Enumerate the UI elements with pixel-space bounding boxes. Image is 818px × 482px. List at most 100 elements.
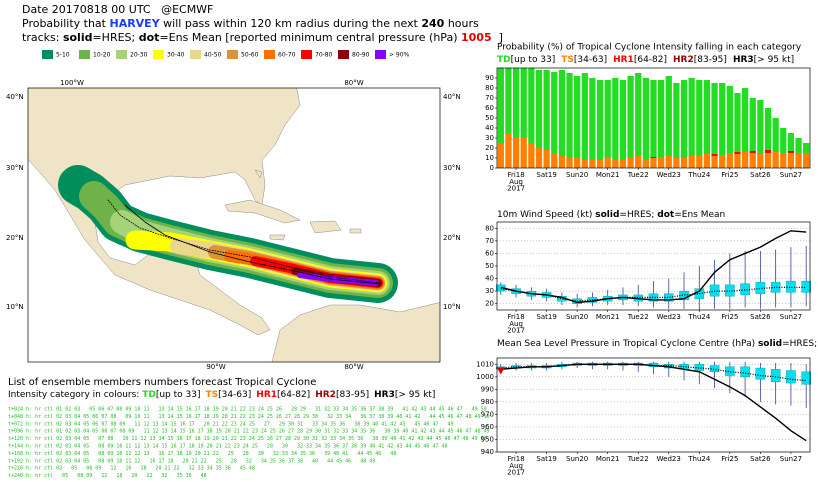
y-tick-label: 10 [485, 154, 494, 162]
legend-swatch [42, 50, 53, 59]
bar-segment [497, 143, 504, 168]
legend-range: [up to 33] [156, 390, 201, 400]
text: will pass within 120 km radius during th… [160, 17, 422, 30]
box [740, 283, 750, 296]
bar-segment [741, 88, 749, 152]
bar-segment [764, 150, 772, 153]
lat-label: 20°N [6, 234, 24, 242]
bar-segment [764, 153, 772, 168]
title-part: =HRES; [619, 210, 657, 220]
land [28, 88, 440, 362]
hours: 240 [421, 17, 444, 30]
x-sub-label: 2017 [507, 469, 525, 477]
bar-segment [612, 78, 619, 160]
bar-segment [619, 80, 627, 159]
bar-segment [734, 152, 741, 154]
legend-swatch [264, 50, 275, 59]
map-frame [27, 87, 441, 363]
legend-range: [34-63] [574, 55, 607, 65]
bar-segment [581, 73, 588, 160]
bar-segment [574, 76, 581, 158]
ensemble-title: List of ensemble members numbers forecas… [8, 377, 316, 388]
lat-label: 10°N [6, 303, 24, 311]
bar-segment [604, 158, 611, 168]
box [801, 371, 811, 385]
box [786, 280, 796, 293]
legend-label: 5-10 [56, 52, 70, 59]
title-part: 10m Wind Speed (kt) [497, 210, 595, 220]
plot-frame [496, 67, 811, 169]
ensemble-row: t+192 h: hr ctl 02 03 04 05 08 09 10 11 … [8, 458, 375, 464]
legend-name: HR2 [315, 390, 336, 400]
bar-segment [589, 78, 596, 159]
box [786, 370, 796, 384]
legend-range: [> 95 kt] [754, 55, 794, 65]
y-tick-label: 960 [481, 423, 494, 431]
legend-label: 40-50 [204, 52, 222, 59]
x-tick-label: Mon21 [596, 455, 620, 463]
bar-segment [596, 80, 604, 160]
bar-segment [803, 143, 810, 153]
y-tick-label: 40 [485, 275, 494, 283]
bar-segment [772, 118, 779, 152]
lon-label: 80°W [344, 363, 363, 371]
y-tick-label: 0 [490, 164, 494, 172]
legend-name: HR3 [374, 390, 395, 400]
x-tick-label: Sun20 [566, 313, 588, 321]
ensemble-row: t+096 h: hr ctl 01 02 03 04 05 06 07 08 … [8, 429, 490, 435]
bar-segment [642, 160, 649, 168]
lon-label: 100°W [60, 79, 84, 87]
ensemble-row: t+216 h: hr ctl 02 05 08 09 12 16 18 20 … [8, 466, 255, 472]
bar-segment [604, 80, 611, 158]
y-tick-label: 50 [485, 262, 494, 270]
y-tick-label: 60 [485, 104, 494, 112]
bar-segment [711, 83, 718, 154]
x-tick-label: Sat19 [536, 171, 556, 179]
bar-segment [658, 80, 665, 158]
legend-name: HR1 [256, 390, 277, 400]
x-tick-label: Tue22 [627, 313, 649, 321]
x-sub-label: 2017 [507, 185, 525, 193]
bar-segment [703, 80, 711, 154]
storm-name: HARVEY [109, 17, 160, 30]
pressure: 1005 [461, 31, 492, 44]
lat-label: 10°N [443, 303, 461, 311]
bar-segment [627, 76, 634, 158]
x-sub-label: Aug [509, 320, 523, 328]
legend-name: HR2 [673, 55, 694, 65]
legend-swatch [338, 50, 349, 59]
lat-label: 40°N [443, 93, 461, 101]
legend-swatch [301, 50, 312, 59]
bar-segment [543, 150, 550, 168]
lat-label: 40°N [6, 93, 24, 101]
legend-label: 80-90 [352, 52, 370, 59]
legend-range: [83-95] [694, 55, 727, 65]
bar-segment [512, 138, 520, 168]
title-part: Mean Sea Level Pressure in Tropical Cycl… [497, 339, 758, 349]
bar-segment [673, 83, 680, 158]
y-tick-label: 20 [485, 300, 494, 308]
bar-segment [497, 68, 504, 143]
bar-segment [680, 158, 688, 168]
bar-segment [772, 152, 779, 168]
legend-swatch [79, 50, 90, 59]
ensemble-row: t+144 h: hr ctl 02 03 04 05 08 09 10 11 … [8, 444, 448, 450]
x-tick-label: Fri18 [507, 455, 524, 463]
x-sub-label: Aug [509, 178, 523, 186]
bar-segment [665, 76, 672, 156]
legend-label: 30-40 [167, 52, 185, 59]
lon-label: 90°W [206, 363, 225, 371]
legend-name: TD [497, 55, 511, 65]
ensemble-row: t+072 h: hr ctl 02 03 04 05 06 07 08 09 … [8, 421, 454, 427]
map: 100°W 80°W 90°W 80°W 40°N 30°N 20°N 10°N… [6, 79, 461, 371]
bar-segment [558, 156, 566, 168]
x-tick-label: Fri18 [507, 171, 524, 179]
ensemble-row: t+048 h: hr ctl 02 03 04 05 06 07 08 09 … [8, 414, 490, 420]
x-tick-label: Sun27 [780, 313, 802, 321]
bar-segment [619, 159, 627, 168]
x-tick-label: Thu24 [687, 455, 711, 463]
bar-segment [787, 151, 795, 153]
text: hours [444, 17, 479, 30]
bar-segment [757, 154, 764, 168]
bar-segment [734, 93, 741, 152]
